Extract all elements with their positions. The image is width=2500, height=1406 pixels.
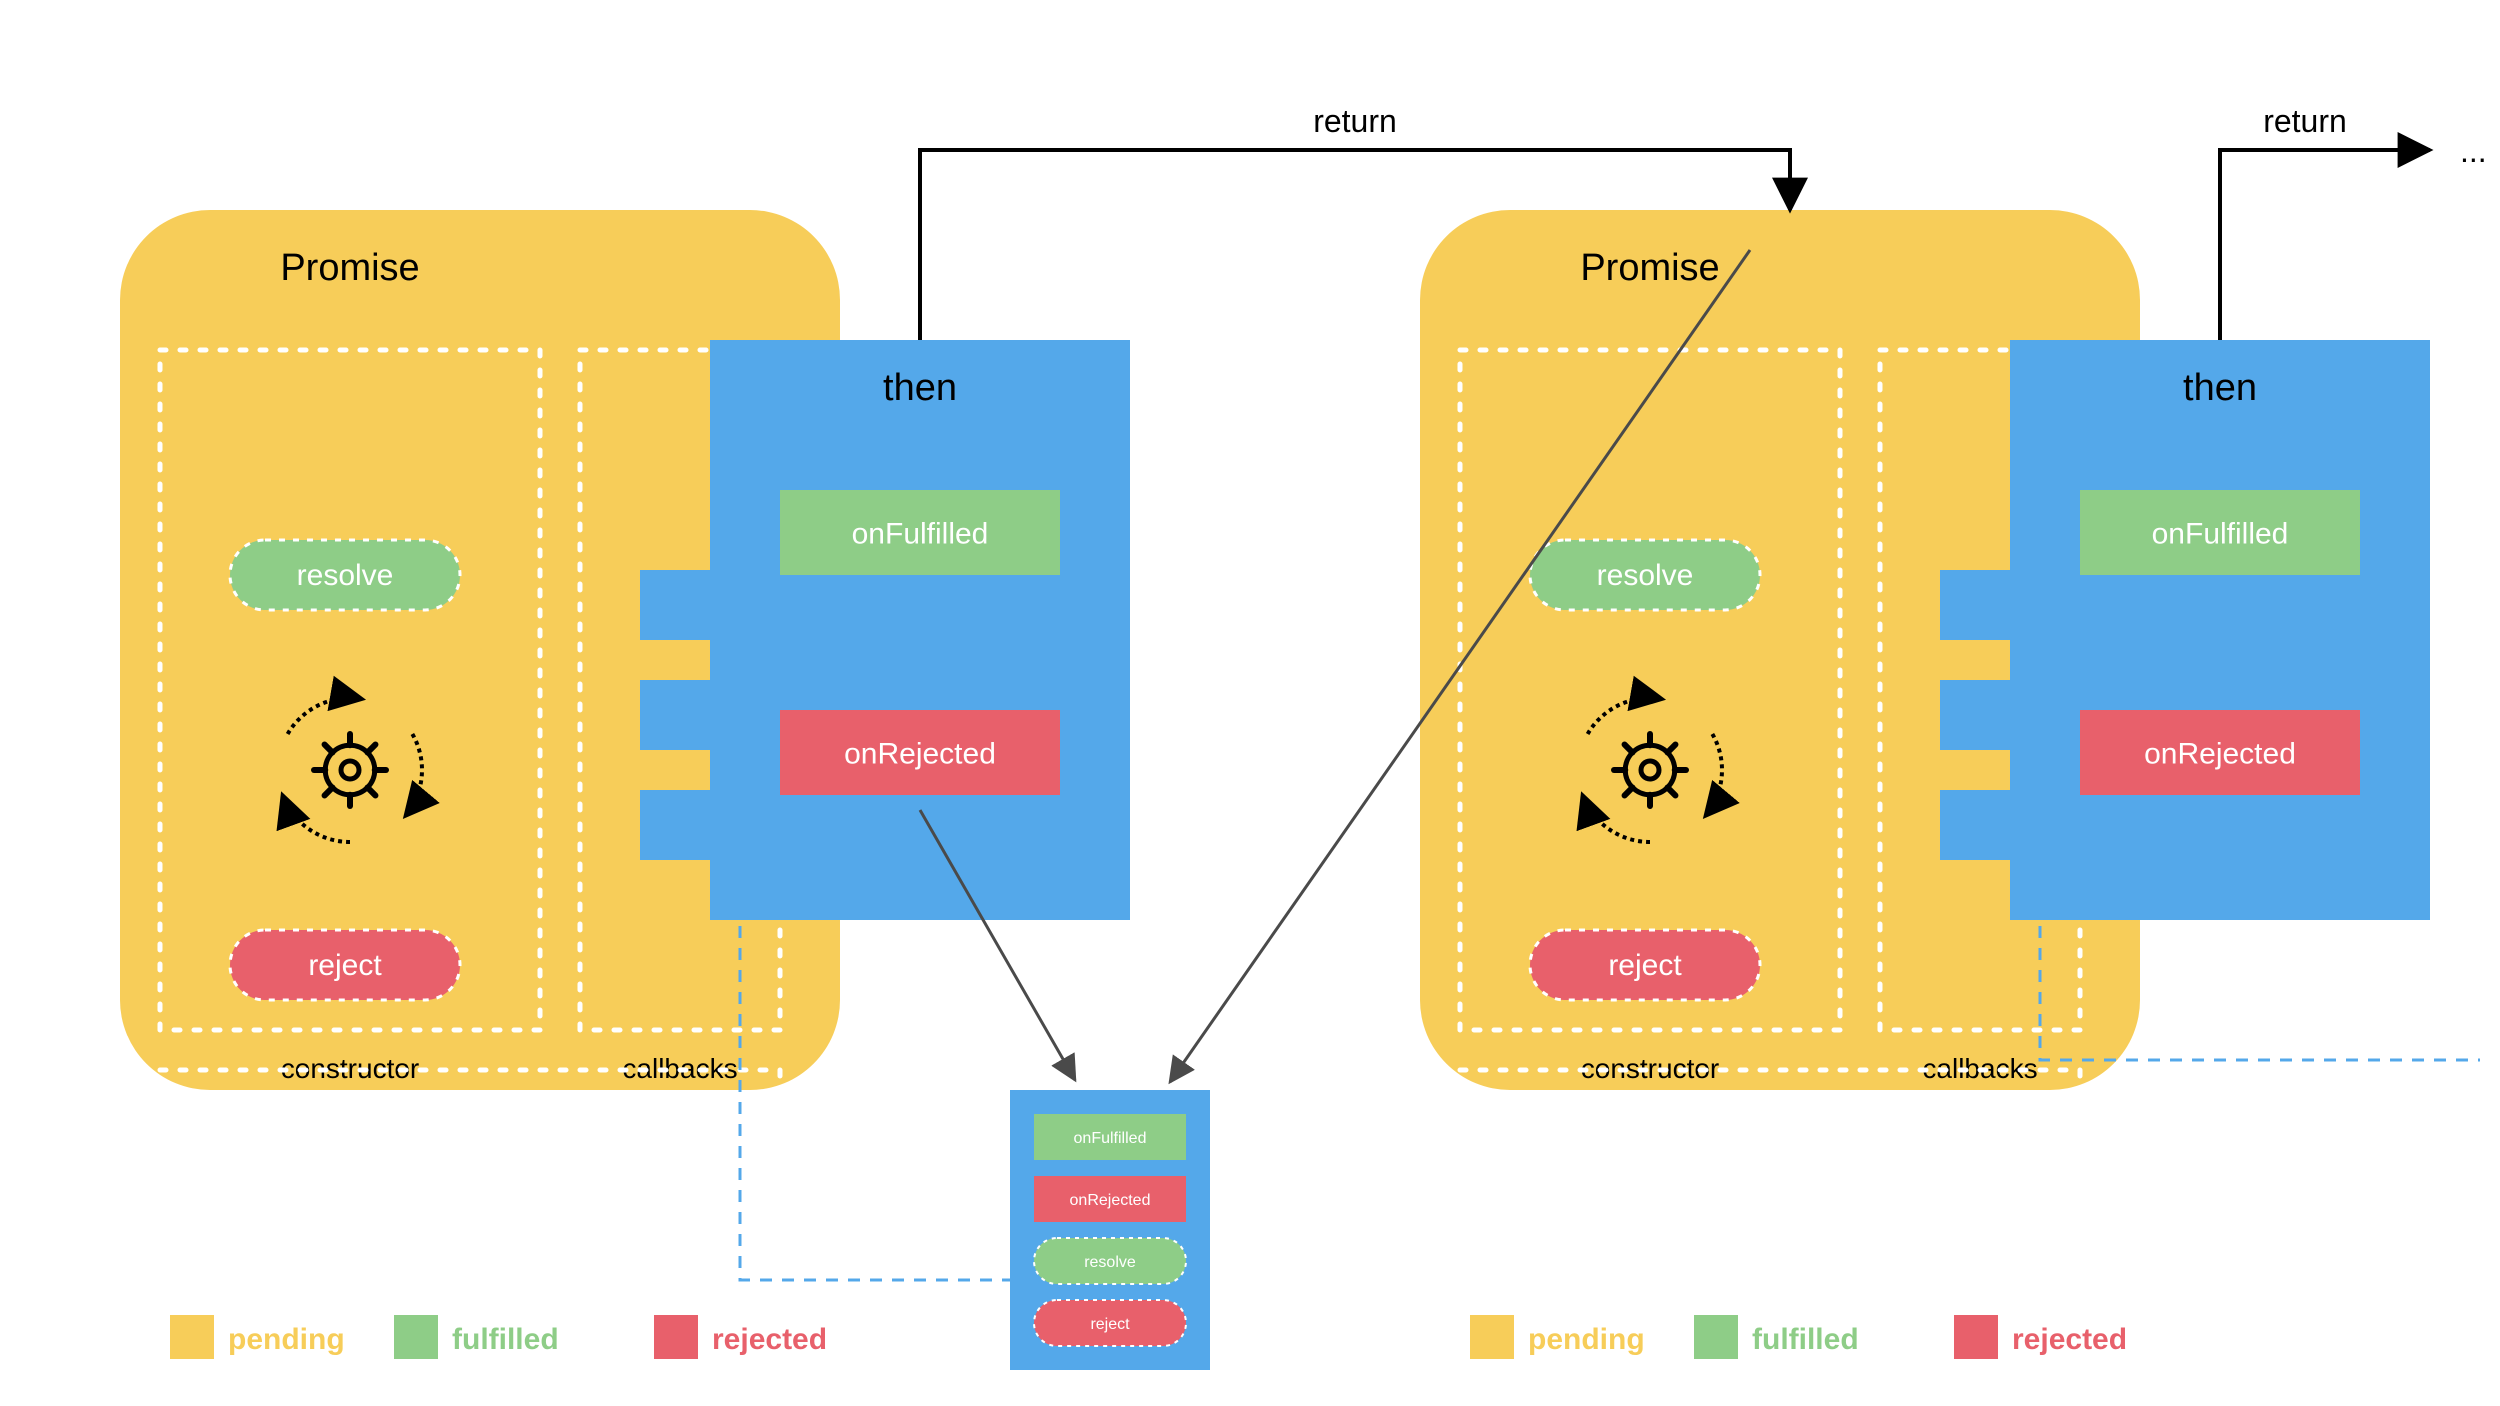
promise-title: Promise (280, 247, 419, 289)
callback-slot (640, 680, 710, 750)
resolve-label: resolve (1597, 559, 1694, 592)
legend-label-pending: pending (1528, 1323, 1645, 1356)
legend-swatch-rejected (1954, 1315, 1998, 1359)
callback-bundle: onFulfilled onRejected resolve reject (1010, 1090, 1210, 1370)
mini-label: onFulfilled (1074, 1130, 1147, 1147)
callback-slot (1940, 570, 2010, 640)
ellipsis: ... (2460, 133, 2487, 169)
legend-label-pending: pending (228, 1323, 345, 1356)
then-block-t2: then onFulfilled onRejected (2010, 340, 2430, 920)
mini-label: onRejected (1070, 1192, 1151, 1209)
state-line: state:pending (185, 1094, 365, 1127)
mini-label: reject (1090, 1316, 1130, 1333)
promise-title: Promise (1580, 247, 1719, 289)
then-body (710, 340, 1130, 920)
state-line: state:pending (1485, 1094, 1665, 1127)
legend-swatch-pending (170, 1315, 214, 1359)
onrejected-label: onRejected (2144, 738, 2296, 771)
diagram-canvas: Promiseresolverejectconstructorcallbacks… (0, 0, 2500, 1406)
legend-swatch-fulfilled (1694, 1315, 1738, 1359)
legend-label-rejected: rejected (2012, 1323, 2127, 1356)
legend-swatch-fulfilled (394, 1315, 438, 1359)
resolve-label: resolve (297, 559, 394, 592)
legend-label-fulfilled: fulfilled (452, 1323, 559, 1356)
reject-label: reject (308, 949, 382, 982)
legend-label-rejected: rejected (712, 1323, 827, 1356)
then-block-t1: then onFulfilled onRejected (710, 340, 1130, 920)
state-line: value:null (1485, 1144, 1612, 1177)
return-label-1: return (1313, 103, 1397, 139)
state-line: value:null (185, 1144, 312, 1177)
legend-swatch-rejected (654, 1315, 698, 1359)
onrejected-label: onRejected (844, 738, 996, 771)
mini-label: resolve (1084, 1254, 1136, 1271)
callback-slot (640, 790, 710, 860)
then-body (2010, 340, 2430, 920)
legend-swatch-pending (1470, 1315, 1514, 1359)
callback-slot (1940, 790, 2010, 860)
return-label-2: return (2263, 103, 2347, 139)
onfulfilled-label: onFulfilled (852, 518, 989, 551)
then-title: then (2183, 367, 2257, 409)
then-title: then (883, 367, 957, 409)
callback-slot (1940, 680, 2010, 750)
arrow-return-2 (2220, 150, 2430, 340)
reject-label: reject (1608, 949, 1682, 982)
legend-label-fulfilled: fulfilled (1752, 1323, 1859, 1356)
callback-slot (640, 570, 710, 640)
onfulfilled-label: onFulfilled (2152, 518, 2289, 551)
